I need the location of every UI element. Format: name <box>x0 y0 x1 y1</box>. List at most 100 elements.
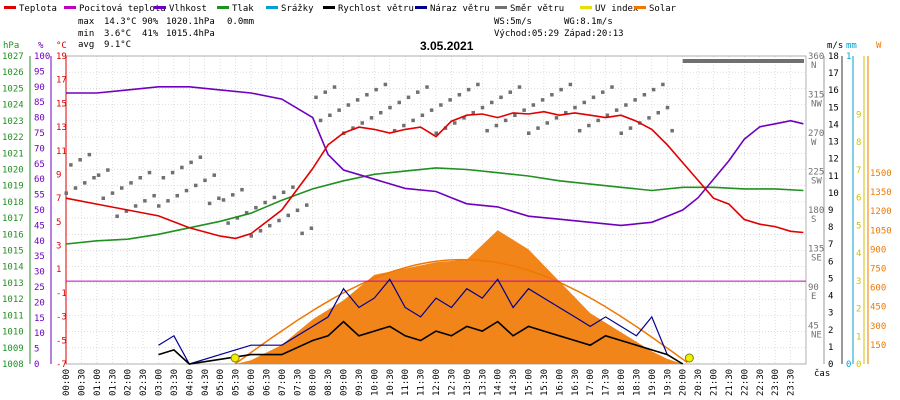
uv-tick: 2 <box>856 305 861 315</box>
wind-dir-label: W <box>811 138 817 148</box>
time-tick: 03:00 <box>155 369 165 396</box>
wind-direction-point <box>448 98 452 102</box>
right-axes: 360N315NW270W225SW180S135SE90E45NE181716… <box>808 52 892 370</box>
plot-area <box>64 59 806 365</box>
series-teplota <box>65 110 804 240</box>
wind-speed-tick: 5 <box>828 274 833 284</box>
stats-block: max 14.3°C 90% 1020.1hPa 0.0mm min 3.6°C… <box>78 17 624 53</box>
wind-direction-point <box>453 121 457 125</box>
wind-direction-point <box>392 128 397 133</box>
wind-direction-point <box>184 188 189 193</box>
wind-direction-point <box>582 100 586 105</box>
humidity-tick: 45 <box>34 221 45 231</box>
time-tick: 02:00 <box>124 369 134 396</box>
time-tick: 19:00 <box>648 369 658 396</box>
wind-direction-point <box>203 178 207 183</box>
wind-direction-point <box>628 126 633 130</box>
wind-direction-point <box>605 113 610 118</box>
wind-direction-point <box>198 155 203 159</box>
wind-direction-point <box>661 82 665 87</box>
wind-direction-point <box>457 93 462 97</box>
wind-speed-tick: 3 <box>828 309 833 319</box>
wind-dir-label: SE <box>811 254 822 264</box>
temp-tick: 19 <box>56 52 67 62</box>
wind-direction-point <box>314 95 318 100</box>
time-tick: 09:00 <box>340 369 350 396</box>
humidity-tick: 50 <box>34 206 45 216</box>
wind-direction-point <box>235 216 240 220</box>
wind-direction-point <box>231 193 235 197</box>
stat-ws: WS:5m/s <box>494 17 532 27</box>
time-tick: 10:00 <box>370 369 380 396</box>
wind-direction-point <box>180 165 184 170</box>
wind-dir-tick: 90 <box>808 283 819 293</box>
stat-min-press: 1015.4hPa <box>166 29 215 39</box>
temp-tick: -3 <box>56 313 67 323</box>
wind-dir-label: S <box>811 215 816 225</box>
wind-direction-point <box>476 82 480 87</box>
wind-direction-point <box>101 196 105 201</box>
legend-swatch <box>415 6 427 9</box>
wind-direction-point <box>106 168 110 172</box>
wind-direction-point <box>240 187 244 192</box>
time-tick: 18:00 <box>617 369 627 396</box>
time-tick: 20:00 <box>679 369 689 396</box>
time-tick: 04:00 <box>185 369 195 396</box>
wind-direction-point <box>355 98 360 102</box>
wind-direction-point <box>379 110 383 115</box>
wind-speed-tick: 7 <box>828 240 833 250</box>
wind-dir-tick: 225 <box>808 168 824 178</box>
wind-direction-point <box>254 205 258 210</box>
humidity-tick: 60 <box>34 175 45 185</box>
wind-direction-point <box>490 100 494 105</box>
pressure-tick: 1014 <box>2 263 24 273</box>
pressure-tick: 1008 <box>2 360 24 370</box>
wind-direction-point <box>416 90 420 94</box>
legend-swatch <box>217 6 229 9</box>
wind-direction-point <box>351 126 355 130</box>
legend-label: Solar <box>649 4 677 14</box>
temp-tick: -5 <box>56 336 67 346</box>
wind-speed-tick: 11 <box>828 172 839 182</box>
time-tick: 06:00 <box>247 369 257 396</box>
wind-direction-point <box>601 90 605 94</box>
wind-direction-point <box>499 95 503 100</box>
time-tick: 11:30 <box>417 369 427 396</box>
wind-dir-tick: 315 <box>808 91 824 101</box>
wind-speed-tick: 12 <box>828 155 839 165</box>
time-tick: 16:00 <box>555 369 565 396</box>
wind-direction-point <box>577 128 582 133</box>
humidity-tick: 75 <box>34 129 45 139</box>
wind-direction-point <box>411 118 415 123</box>
wind-direction-point <box>503 118 508 123</box>
wind-direction-point <box>494 123 499 128</box>
time-tick: 03:30 <box>170 369 180 396</box>
stat-sunrise: Východ:05:29 <box>494 29 559 39</box>
time-tick: 09:30 <box>355 369 365 396</box>
wind-dir-tick: 45 <box>808 322 819 332</box>
wind-direction-point <box>92 175 96 180</box>
pressure-tick: 1016 <box>2 230 24 240</box>
time-tick: 19:30 <box>663 369 673 396</box>
wind-direction-point <box>318 118 323 123</box>
pressure-tick: 1025 <box>2 84 24 94</box>
time-tick: 07:30 <box>293 369 303 396</box>
time-tick: 20:30 <box>694 369 704 396</box>
wind-direction-point <box>217 196 221 201</box>
wind-direction-point <box>332 85 337 89</box>
wind-direction-point <box>610 85 614 89</box>
wind-direction-point <box>189 160 193 165</box>
wind-direction-point <box>531 103 536 107</box>
pressure-tick: 1020 <box>2 165 24 175</box>
sunrise-marker <box>230 353 240 363</box>
stat-max-rain: 0.0mm <box>227 17 254 27</box>
legend-swatch <box>634 6 646 9</box>
legend-label: Teplota <box>19 4 57 14</box>
chart-legend: Teplota Pocitová teplota Vlhkost Tlak Srážky… <box>4 4 677 14</box>
legend-label: Srážky <box>281 4 314 14</box>
wind-direction-point <box>670 128 674 133</box>
wind-direction-point <box>295 208 300 212</box>
time-tick: 08:30 <box>324 369 334 396</box>
time-tick: 01:00 <box>93 369 103 396</box>
wind-direction-point <box>665 105 670 110</box>
